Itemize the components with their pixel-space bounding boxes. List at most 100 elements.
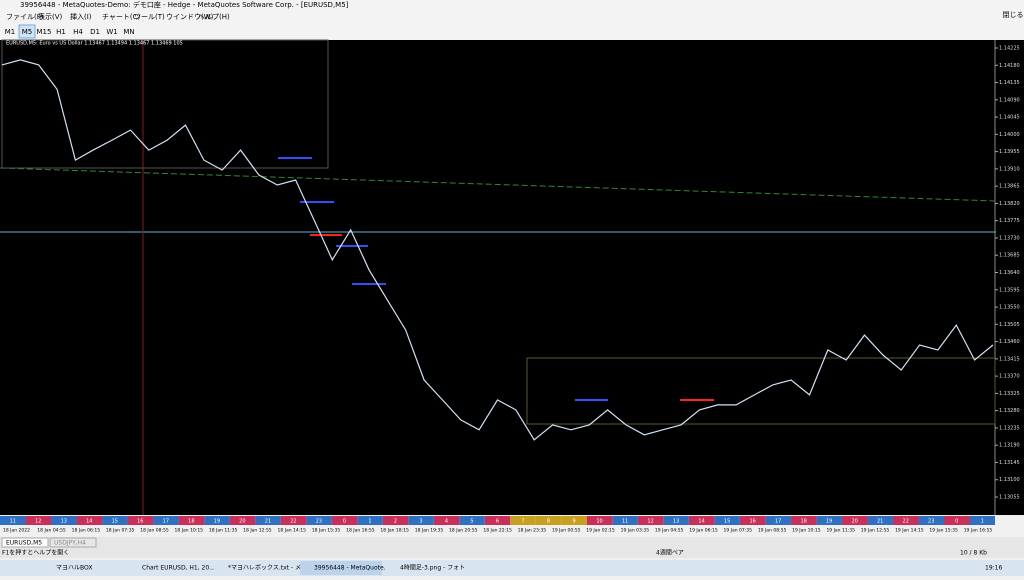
hour-label: 18: [188, 519, 194, 525]
hour-label: 22: [903, 519, 909, 525]
task-button[interactable]: [300, 561, 382, 575]
hour-cell: [586, 516, 613, 525]
hour-label: 17: [775, 519, 781, 525]
hour-label: 18: [800, 519, 806, 525]
price-line: [1, 59, 994, 441]
hour-cell: [280, 516, 307, 525]
box: [1, 39, 329, 169]
time-label: 18 Jan 11:35: [209, 528, 238, 534]
menu-item[interactable]: ウインドウ(W): [166, 13, 214, 21]
y-tick-label: 1.13325: [999, 391, 1020, 397]
hour-label: 21: [265, 519, 271, 525]
task-label[interactable]: Chart EURUSD, H1, 20...: [142, 565, 215, 572]
timeframe-button[interactable]: D1: [90, 28, 100, 36]
time-label: 19 Jan 06:15: [689, 528, 718, 534]
time-label: 18 Jan 06:15: [72, 528, 101, 534]
timeframe-button[interactable]: M1: [5, 28, 16, 36]
tabs-bg: [0, 537, 1024, 558]
time-label: 19 Jan 12:55: [861, 528, 890, 534]
hour-label: 11: [10, 519, 16, 525]
y-tick-label: 1.14090: [999, 97, 1020, 103]
time-label: 18 Jan 2022: [3, 528, 30, 534]
time-label: 18 Jan 04:55: [37, 528, 66, 534]
y-tick-label: 1.13595: [999, 287, 1020, 293]
task-button[interactable]: [128, 561, 210, 575]
menu-item[interactable]: チャート(C): [102, 13, 141, 21]
hour-cell: [25, 516, 52, 525]
time-label: 18 Jan 14:15: [277, 528, 306, 534]
timeframe-button[interactable]: H4: [73, 28, 83, 36]
y-tick-label: 1.13550: [999, 305, 1020, 311]
close-button[interactable]: 閉じる: [1003, 11, 1024, 19]
hour-label: 2: [394, 519, 397, 525]
timeframe-button[interactable]: W1: [106, 28, 117, 36]
menu-item[interactable]: 挿入(I): [70, 12, 92, 21]
trend-line: [0, 167, 997, 202]
tab[interactable]: [49, 537, 97, 548]
y-tick-label: 1.13775: [999, 218, 1020, 224]
menu-item[interactable]: 表示(V): [38, 12, 63, 21]
hour-label: 0: [343, 519, 346, 525]
hour-cell: [867, 516, 893, 525]
menu-item[interactable]: ツール(T): [134, 13, 165, 21]
hour-label: 19: [826, 519, 832, 525]
task-label[interactable]: マヨハルBOX: [56, 565, 92, 572]
clock: 19:16: [985, 565, 1002, 572]
time-label: 18 Jan 15:35: [312, 528, 341, 534]
hour-cell: [331, 516, 358, 525]
hour-label: 0: [955, 519, 958, 525]
y-tick-label: 1.13235: [999, 425, 1020, 431]
timeframe-button[interactable]: M15: [37, 28, 52, 36]
axis-bg: [996, 40, 1024, 515]
hour-cell: [918, 516, 944, 525]
hour-cell: [382, 516, 409, 525]
hour-cell: [816, 516, 842, 525]
hour-cell: [357, 516, 383, 525]
hour-label: 16: [749, 519, 755, 525]
time-label: 19 Jan 07:35: [724, 528, 753, 534]
hour-label: 1: [981, 519, 984, 525]
tab-label[interactable]: USDJPY,H4: [54, 540, 86, 547]
task-label[interactable]: 4時間足-3.png - フォト: [400, 564, 465, 572]
y-tick-label: 1.13640: [999, 270, 1020, 276]
hour-label: 23: [316, 519, 322, 525]
task-button[interactable]: [42, 561, 124, 575]
timeframe-button[interactable]: MN: [123, 28, 134, 36]
task-button[interactable]: [214, 561, 296, 575]
hour-cell: [892, 516, 919, 525]
menu-item[interactable]: ヘルプ(H): [198, 13, 230, 21]
menu-item[interactable]: ファイル(F): [6, 13, 44, 21]
hour-label: 7: [521, 519, 524, 525]
time-label: 18 Jan 07:35: [106, 528, 135, 534]
hour-label: 1: [368, 519, 371, 525]
hour-label: 19: [214, 519, 220, 525]
hour-label: 3: [419, 519, 422, 525]
hour-label: 4: [445, 519, 448, 525]
hour-cell: [765, 516, 791, 525]
timeframe-button[interactable]: M5: [22, 28, 33, 36]
hour-cell: [535, 516, 562, 525]
timeframe-button[interactable]: H1: [56, 28, 66, 36]
y-tick-label: 1.14000: [999, 132, 1020, 138]
tab-label[interactable]: EURUSD,M5: [6, 540, 42, 547]
y-tick-label: 1.13100: [999, 477, 1020, 483]
hour-cell: [102, 516, 128, 525]
hour-cell: [841, 516, 868, 525]
box: [526, 357, 996, 425]
tab[interactable]: [1, 537, 49, 548]
hour-label: 14: [698, 519, 704, 525]
hour-label: 12: [35, 519, 41, 525]
hour-label: 20: [239, 519, 245, 525]
hour-cell: [229, 516, 256, 525]
hour-cell: [433, 516, 460, 525]
task-label[interactable]: 39956448 - MetaQuote...: [314, 565, 389, 572]
hour-label: 15: [724, 519, 730, 525]
hour-label: 11: [622, 519, 628, 525]
time-label: 18 Jan 12:55: [243, 528, 272, 534]
hour-cell: [204, 516, 230, 525]
hour-label: 15: [112, 519, 118, 525]
hour-label: 5: [470, 519, 473, 525]
task-button[interactable]: [386, 561, 468, 575]
task-label[interactable]: *マヨハレボックス.txt - メ...: [228, 564, 307, 572]
